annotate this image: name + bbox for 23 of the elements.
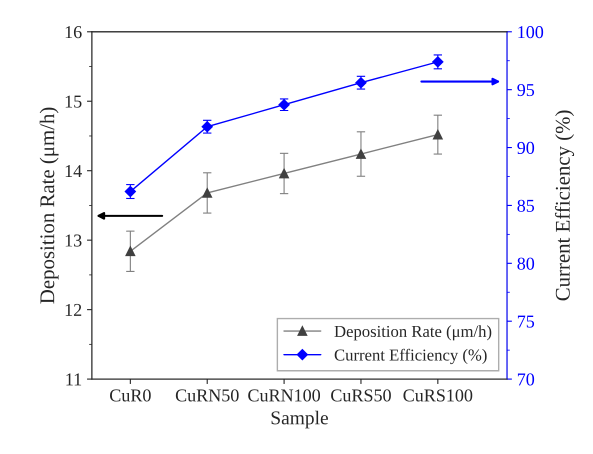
y2-axis-title: Current Efficiency (%) (554, 110, 574, 300)
x-tick-label: CuRS50 (331, 389, 391, 402)
y-tick-label: 13 (66, 234, 82, 247)
legend-label: Current Efficiency (%) (334, 348, 487, 364)
y2-tick-label: 80 (517, 258, 534, 270)
y-axis-title: Deposition Rate (μm/h) (40, 108, 59, 304)
y-tick-label: 11 (66, 373, 82, 386)
x-axis-title: Sample (272, 410, 328, 428)
y-tick-label: 16 (66, 26, 82, 38)
y2-tick-label: 75 (518, 316, 534, 328)
y2-tick-label: 70 (518, 373, 534, 386)
x-tick-label: CuR0 (110, 389, 151, 402)
y-tick-label: 15 (66, 96, 82, 108)
x-tick-label: CuRN50 (176, 389, 239, 402)
y2-tick-label: 100 (518, 26, 544, 38)
y-tick-label: 14 (66, 165, 82, 177)
x-tick-label: CuRS100 (403, 389, 472, 402)
y-tick-label: 12 (66, 304, 82, 316)
y2-tick-label: 85 (517, 200, 534, 212)
x-tick-label: CuRN100 (248, 389, 320, 402)
y2-tick-label: 90 (517, 142, 534, 154)
y2-tick-label: 95 (517, 84, 534, 96)
legend-label: Deposition Rate (μm/h) (334, 325, 492, 340)
